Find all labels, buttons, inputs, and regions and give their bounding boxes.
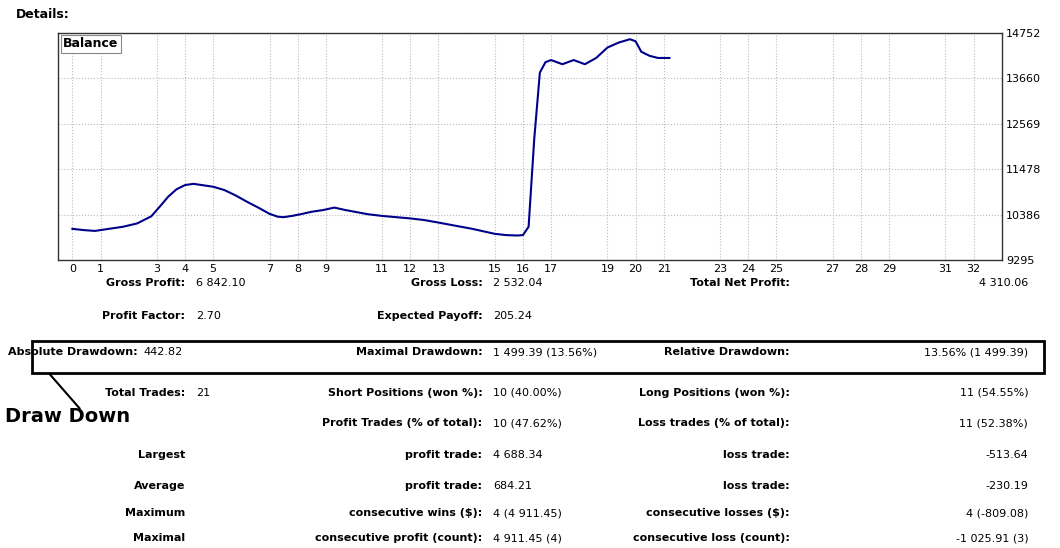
Text: 6 842.10: 6 842.10 bbox=[196, 278, 246, 288]
Text: consecutive profit (count):: consecutive profit (count): bbox=[315, 533, 482, 544]
Text: Total Net Profit:: Total Net Profit: bbox=[690, 278, 790, 288]
Text: 1 499.39 (13.56%): 1 499.39 (13.56%) bbox=[493, 347, 597, 357]
Text: Expected Payoff:: Expected Payoff: bbox=[376, 311, 482, 321]
Text: Loss trades (% of total):: Loss trades (% of total): bbox=[638, 418, 790, 429]
Text: 4 (-809.08): 4 (-809.08) bbox=[966, 508, 1028, 518]
Text: 4 688.34: 4 688.34 bbox=[493, 450, 543, 460]
Text: 684.21: 684.21 bbox=[493, 481, 532, 491]
Text: 13.56% (1 499.39): 13.56% (1 499.39) bbox=[924, 347, 1028, 357]
Text: 2 532.04: 2 532.04 bbox=[493, 278, 543, 288]
Text: Maximum: Maximum bbox=[125, 508, 186, 518]
Text: Draw Down: Draw Down bbox=[5, 407, 130, 426]
Text: Profit Trades (% of total):: Profit Trades (% of total): bbox=[322, 418, 482, 429]
Text: Relative Drawdown:: Relative Drawdown: bbox=[665, 347, 790, 357]
Text: Absolute Drawdown:: Absolute Drawdown: bbox=[8, 347, 138, 357]
Text: Largest: Largest bbox=[138, 450, 186, 460]
Text: Balance: Balance bbox=[63, 37, 119, 50]
Text: 10 (40.00%): 10 (40.00%) bbox=[493, 387, 562, 398]
Text: Short Positions (won %):: Short Positions (won %): bbox=[328, 387, 482, 398]
Text: 10 (47.62%): 10 (47.62%) bbox=[493, 418, 562, 429]
Text: Average: Average bbox=[135, 481, 186, 491]
Text: 4 310.06: 4 310.06 bbox=[979, 278, 1028, 288]
Text: profit trade:: profit trade: bbox=[405, 450, 482, 460]
Text: profit trade:: profit trade: bbox=[405, 481, 482, 491]
Text: Details:: Details: bbox=[16, 8, 70, 21]
Text: Long Positions (won %):: Long Positions (won %): bbox=[639, 387, 790, 398]
Text: Maximal Drawdown:: Maximal Drawdown: bbox=[356, 347, 482, 357]
Text: Profit Factor:: Profit Factor: bbox=[103, 311, 186, 321]
Text: 21: 21 bbox=[196, 387, 210, 398]
Text: 442.82: 442.82 bbox=[143, 347, 182, 357]
Text: Gross Loss:: Gross Loss: bbox=[410, 278, 482, 288]
Text: consecutive loss (count):: consecutive loss (count): bbox=[633, 533, 790, 544]
Text: Maximal: Maximal bbox=[134, 533, 186, 544]
Text: 205.24: 205.24 bbox=[493, 311, 532, 321]
Text: consecutive losses ($):: consecutive losses ($): bbox=[647, 508, 790, 518]
Text: 11 (54.55%): 11 (54.55%) bbox=[959, 387, 1028, 398]
Text: -513.64: -513.64 bbox=[986, 450, 1028, 460]
Text: loss trade:: loss trade: bbox=[723, 481, 790, 491]
Text: -230.19: -230.19 bbox=[986, 481, 1028, 491]
Text: 4 911.45 (4): 4 911.45 (4) bbox=[493, 533, 562, 544]
Text: 11 (52.38%): 11 (52.38%) bbox=[959, 418, 1028, 429]
Text: -1 025.91 (3): -1 025.91 (3) bbox=[955, 533, 1028, 544]
Text: Total Trades:: Total Trades: bbox=[105, 387, 186, 398]
Text: Gross Profit:: Gross Profit: bbox=[106, 278, 186, 288]
Text: loss trade:: loss trade: bbox=[723, 450, 790, 460]
Text: 2.70: 2.70 bbox=[196, 311, 220, 321]
Text: consecutive wins ($):: consecutive wins ($): bbox=[349, 508, 482, 518]
Text: 4 (4 911.45): 4 (4 911.45) bbox=[493, 508, 562, 518]
